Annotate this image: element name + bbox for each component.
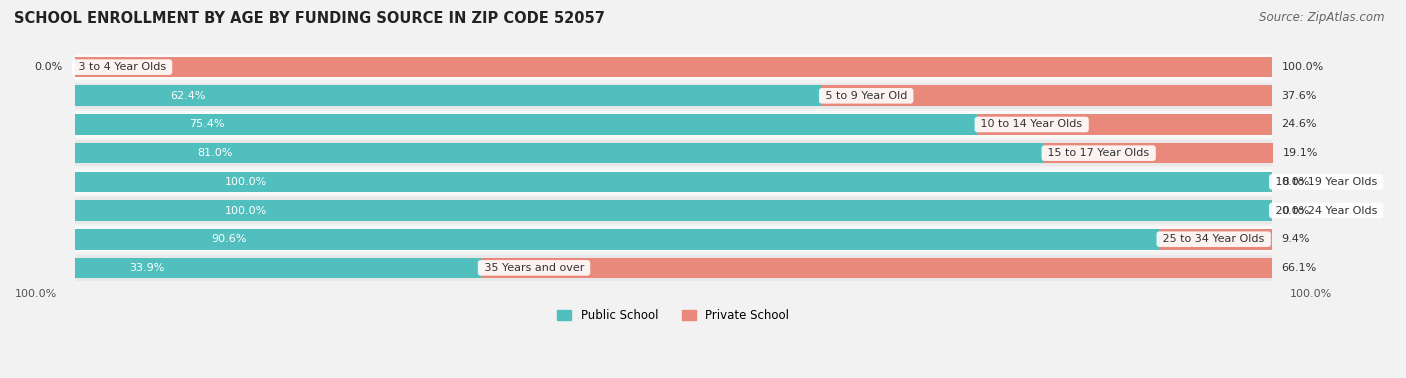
Bar — [75, 229, 1160, 249]
Bar — [75, 169, 1272, 195]
Text: 100.0%: 100.0% — [225, 206, 267, 215]
Text: SCHOOL ENROLLMENT BY AGE BY FUNDING SOURCE IN ZIP CODE 52057: SCHOOL ENROLLMENT BY AGE BY FUNDING SOUR… — [14, 11, 605, 26]
Bar — [75, 111, 1272, 138]
Bar — [75, 226, 1272, 253]
Text: 3 to 4 Year Olds: 3 to 4 Year Olds — [75, 62, 170, 72]
Bar — [75, 200, 1272, 221]
Legend: Public School, Private School: Public School, Private School — [553, 304, 794, 327]
Text: 9.4%: 9.4% — [1281, 234, 1310, 244]
Text: 0.0%: 0.0% — [1281, 177, 1309, 187]
Text: 62.4%: 62.4% — [170, 91, 205, 101]
Text: 35 Years and over: 35 Years and over — [481, 263, 588, 273]
Text: 100.0%: 100.0% — [15, 289, 58, 299]
Text: 5 to 9 Year Old: 5 to 9 Year Old — [821, 91, 911, 101]
Text: 100.0%: 100.0% — [1281, 62, 1323, 72]
Bar — [75, 257, 481, 278]
Text: 24.6%: 24.6% — [1281, 119, 1317, 130]
Text: 19.1%: 19.1% — [1282, 148, 1317, 158]
Text: 10 to 14 Year Olds: 10 to 14 Year Olds — [977, 119, 1085, 130]
Text: Source: ZipAtlas.com: Source: ZipAtlas.com — [1260, 11, 1385, 24]
Text: 75.4%: 75.4% — [190, 119, 225, 130]
Text: 37.6%: 37.6% — [1281, 91, 1317, 101]
Bar — [75, 140, 1272, 166]
Bar — [75, 143, 1045, 163]
Bar — [1045, 143, 1272, 163]
Text: 18 to 19 Year Olds: 18 to 19 Year Olds — [1272, 177, 1381, 187]
Bar — [1160, 229, 1272, 249]
Bar — [75, 172, 1272, 192]
Bar — [75, 85, 821, 106]
Text: 100.0%: 100.0% — [225, 177, 267, 187]
Text: 20 to 24 Year Olds: 20 to 24 Year Olds — [1272, 206, 1381, 215]
Bar — [481, 257, 1272, 278]
Text: 15 to 17 Year Olds: 15 to 17 Year Olds — [1045, 148, 1153, 158]
Text: 0.0%: 0.0% — [35, 62, 63, 72]
Bar — [75, 54, 1272, 81]
Text: 0.0%: 0.0% — [1281, 206, 1309, 215]
Bar — [821, 85, 1272, 106]
Bar — [75, 255, 1272, 281]
Text: 100.0%: 100.0% — [1289, 289, 1331, 299]
Text: 66.1%: 66.1% — [1281, 263, 1316, 273]
Text: 81.0%: 81.0% — [197, 148, 232, 158]
Bar — [75, 114, 977, 135]
Bar — [75, 83, 1272, 109]
Bar — [977, 114, 1272, 135]
Text: 33.9%: 33.9% — [129, 263, 165, 273]
Text: 25 to 34 Year Olds: 25 to 34 Year Olds — [1160, 234, 1268, 244]
Bar — [75, 197, 1272, 224]
Bar — [75, 57, 1272, 77]
Text: 90.6%: 90.6% — [211, 234, 246, 244]
